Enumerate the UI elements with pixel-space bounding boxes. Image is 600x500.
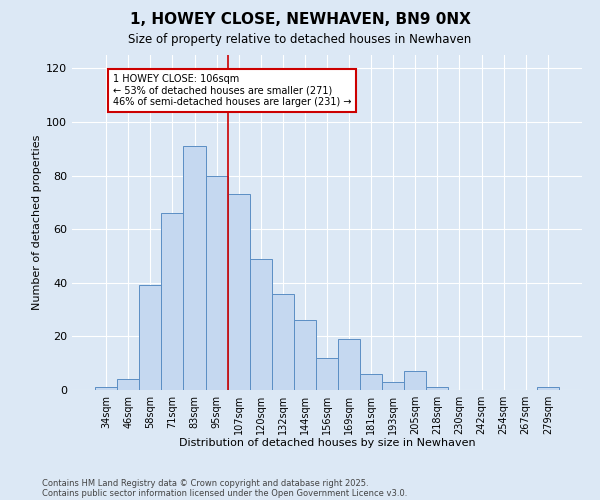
Bar xyxy=(360,374,382,390)
Y-axis label: Number of detached properties: Number of detached properties xyxy=(32,135,42,310)
Bar xyxy=(227,194,250,390)
Text: Size of property relative to detached houses in Newhaven: Size of property relative to detached ho… xyxy=(128,32,472,46)
Bar xyxy=(294,320,316,390)
Bar xyxy=(95,388,117,390)
Bar xyxy=(316,358,338,390)
Bar xyxy=(184,146,206,390)
Text: Contains HM Land Registry data © Crown copyright and database right 2025.: Contains HM Land Registry data © Crown c… xyxy=(42,478,368,488)
Bar xyxy=(382,382,404,390)
Text: 1 HOWEY CLOSE: 106sqm
← 53% of detached houses are smaller (271)
46% of semi-det: 1 HOWEY CLOSE: 106sqm ← 53% of detached … xyxy=(113,74,352,107)
Bar xyxy=(250,258,272,390)
Bar xyxy=(427,388,448,390)
Bar xyxy=(139,286,161,390)
Text: Contains public sector information licensed under the Open Government Licence v3: Contains public sector information licen… xyxy=(42,488,407,498)
Bar xyxy=(161,213,184,390)
Bar xyxy=(404,371,427,390)
Bar xyxy=(338,339,360,390)
Bar xyxy=(537,388,559,390)
Bar xyxy=(272,294,294,390)
Bar xyxy=(206,176,227,390)
Bar xyxy=(117,380,139,390)
X-axis label: Distribution of detached houses by size in Newhaven: Distribution of detached houses by size … xyxy=(179,438,475,448)
Text: 1, HOWEY CLOSE, NEWHAVEN, BN9 0NX: 1, HOWEY CLOSE, NEWHAVEN, BN9 0NX xyxy=(130,12,470,28)
